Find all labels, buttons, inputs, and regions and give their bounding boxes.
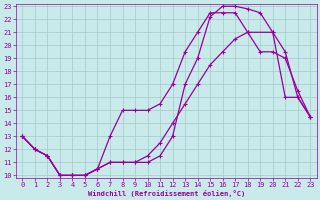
- X-axis label: Windchill (Refroidissement éolien,°C): Windchill (Refroidissement éolien,°C): [88, 190, 245, 197]
